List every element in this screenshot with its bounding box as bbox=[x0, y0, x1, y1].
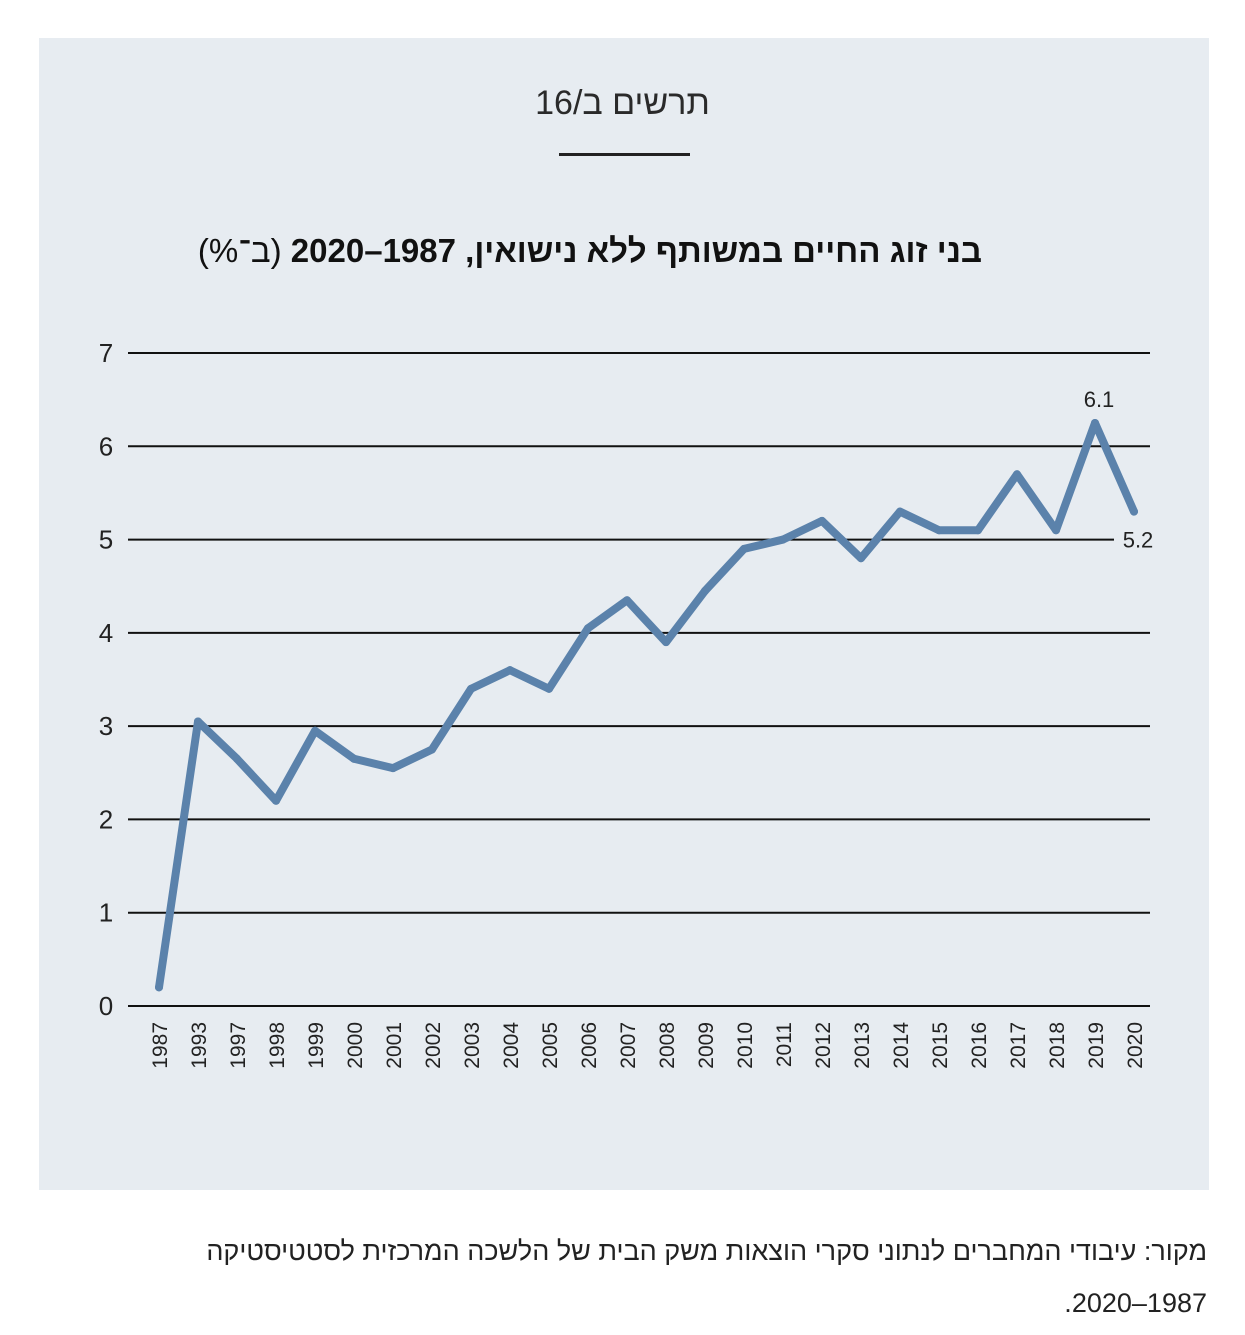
data-point-2009 bbox=[701, 586, 709, 595]
data-point-1998 bbox=[272, 796, 280, 805]
x-tick-label-2004: 2004 bbox=[500, 1022, 523, 1069]
series-line bbox=[155, 418, 1138, 992]
x-tick-label-2015: 2015 bbox=[929, 1022, 952, 1069]
chart-title-unit: (ב־%) bbox=[197, 232, 282, 269]
x-tick-label-2006: 2006 bbox=[578, 1022, 601, 1069]
chart-title: בני זוג החיים במשותף ללא נישואין, 1987–2… bbox=[60, 232, 1120, 270]
y-tick-label-6: 6 bbox=[99, 431, 113, 461]
x-tick-label-2020: 2020 bbox=[1124, 1022, 1147, 1069]
chart-panel bbox=[39, 38, 1209, 1190]
data-point-2011 bbox=[779, 535, 787, 544]
x-tick-label-1999: 1999 bbox=[305, 1022, 328, 1069]
data-point-1997 bbox=[233, 754, 241, 763]
x-tick-label-2010: 2010 bbox=[734, 1022, 757, 1069]
x-tick-label-1993: 1993 bbox=[188, 1022, 211, 1069]
x-tick-label-2017: 2017 bbox=[1007, 1022, 1030, 1069]
data-point-2013 bbox=[857, 554, 865, 563]
x-tick-label-2000: 2000 bbox=[344, 1022, 367, 1069]
data-point-2017 bbox=[1013, 470, 1021, 479]
data-point-2019 bbox=[1091, 418, 1099, 427]
y-tick-label-1: 1 bbox=[99, 898, 113, 928]
x-tick-label-2001: 2001 bbox=[383, 1022, 406, 1069]
chart-title-text: בני זוג החיים במשותף ללא נישואין, 1987–2… bbox=[290, 232, 983, 269]
x-tick-label-1997: 1997 bbox=[227, 1022, 250, 1069]
y-tick-label-7: 7 bbox=[99, 338, 113, 368]
data-point-2000 bbox=[350, 754, 358, 763]
data-point-2004 bbox=[506, 666, 514, 675]
x-tick-label-2011: 2011 bbox=[773, 1022, 796, 1067]
x-tick-label-2018: 2018 bbox=[1046, 1022, 1069, 1069]
data-point-2007 bbox=[623, 596, 631, 605]
x-tick-label-2005: 2005 bbox=[539, 1022, 562, 1069]
figure-label-rule bbox=[559, 153, 690, 156]
x-tick-label-2012: 2012 bbox=[812, 1022, 835, 1069]
data-point-1987 bbox=[155, 983, 163, 992]
figure-label: תרשים ב/16 bbox=[535, 84, 710, 122]
data-point-2016 bbox=[974, 526, 982, 535]
annotation-bg-2020 bbox=[1114, 525, 1162, 554]
data-point-1999 bbox=[311, 726, 319, 735]
x-tick-label-1998: 1998 bbox=[266, 1022, 289, 1069]
y-tick-label-0: 0 bbox=[99, 991, 113, 1021]
data-point-2014 bbox=[896, 507, 904, 516]
data-point-2002 bbox=[428, 745, 436, 754]
data-point-2015 bbox=[935, 526, 943, 535]
data-label-2019: 6.1 bbox=[1084, 387, 1115, 412]
data-point-2012 bbox=[818, 516, 826, 525]
x-tick-label-1987: 1987 bbox=[149, 1022, 172, 1069]
x-tick-label-2019: 2019 bbox=[1085, 1022, 1108, 1069]
data-point-2018 bbox=[1052, 526, 1060, 535]
source-note-line2: 1987–2020. bbox=[1064, 1288, 1207, 1318]
x-tick-label-2014: 2014 bbox=[890, 1022, 913, 1069]
data-point-1993 bbox=[194, 717, 202, 726]
data-point-2010 bbox=[740, 544, 748, 553]
data-point-2006 bbox=[584, 624, 592, 633]
x-tick-label-2016: 2016 bbox=[968, 1022, 991, 1069]
x-tick-label-2002: 2002 bbox=[422, 1022, 445, 1069]
data-point-2008 bbox=[662, 638, 670, 647]
x-tick-label-2008: 2008 bbox=[656, 1022, 679, 1069]
source-note-line1: מקור: עיבודי המחברים לנתוני סקרי הוצאות … bbox=[206, 1236, 1207, 1266]
data-point-2005 bbox=[545, 684, 553, 693]
y-tick-label-5: 5 bbox=[99, 525, 113, 555]
x-tick-label-2009: 2009 bbox=[695, 1022, 718, 1069]
data-point-2020 bbox=[1130, 507, 1138, 516]
x-tick-label-2003: 2003 bbox=[461, 1022, 484, 1069]
data-label-2020: 5.2 bbox=[1123, 528, 1154, 553]
y-tick-label-4: 4 bbox=[99, 618, 113, 648]
data-point-2003 bbox=[467, 684, 475, 693]
y-tick-label-3: 3 bbox=[99, 711, 113, 741]
x-tick-label-2007: 2007 bbox=[617, 1022, 640, 1069]
data-point-2001 bbox=[389, 764, 397, 773]
y-tick-label-2: 2 bbox=[99, 804, 113, 834]
x-tick-label-2013: 2013 bbox=[851, 1022, 874, 1069]
